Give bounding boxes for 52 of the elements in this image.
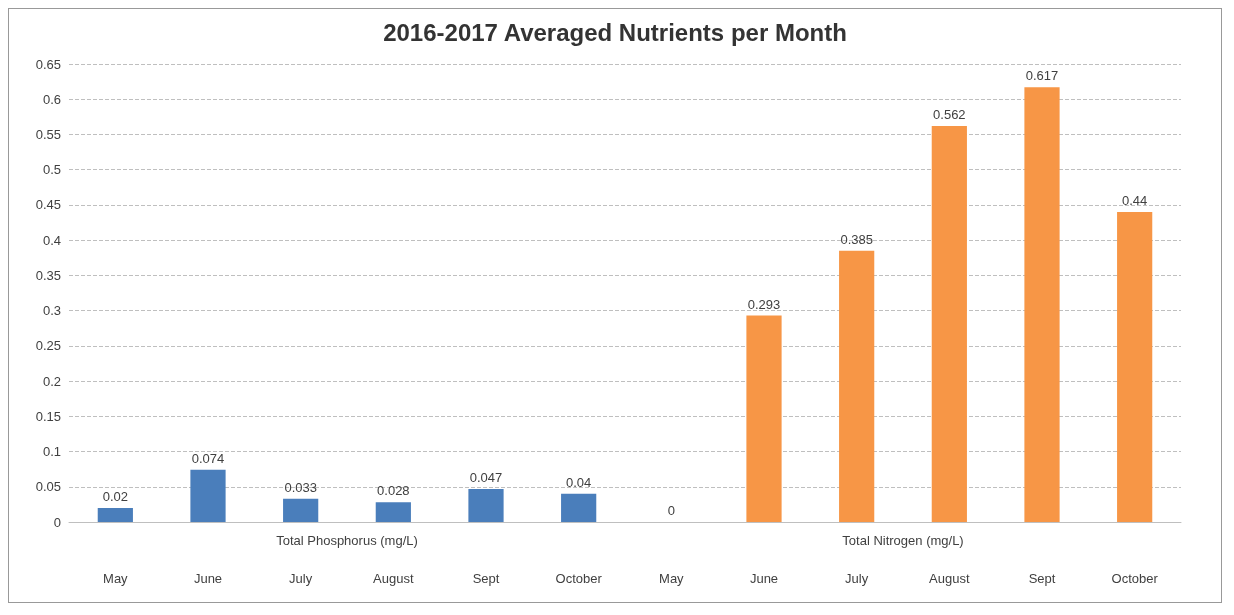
bar [1117,211,1153,522]
y-tick-label: 0.15 [35,408,61,424]
x-tick-label: October [1111,571,1159,586]
data-label: 0.04 [566,474,592,490]
bar [283,498,319,522]
y-tick-label: 0.2 [42,373,61,389]
x-tick-label: August [929,571,970,586]
y-tick-label: 0.25 [35,338,61,354]
bar [375,502,411,522]
data-label: 0.617 [1025,68,1059,84]
bar [746,315,782,522]
series-label: Total Phosphorus (mg/L) [276,533,418,548]
y-tick-label: 0.35 [35,267,61,283]
data-label: 0.074 [191,450,225,466]
chart-title: 2016-2017 Averaged Nutrients per Month [383,18,847,46]
x-tick-label: October [555,571,603,586]
data-label: 0.028 [377,483,410,499]
x-tick-label: Sept [1028,571,1056,586]
data-label: 0.02 [102,488,128,504]
y-tick-label: 0.3 [42,303,61,319]
x-tick-label: Sept [472,571,500,586]
x-tick-label: August [373,571,414,586]
bar [468,488,504,522]
y-tick-label: 0.6 [42,91,61,107]
bar [561,493,597,522]
data-label: 0.293 [747,296,781,312]
y-tick-label: 0.1 [42,444,61,460]
x-tick-label: May [103,571,129,586]
bar [931,126,967,522]
data-label: 0.44 [1122,192,1148,208]
y-tick-label: 0.55 [35,126,61,142]
data-label: 0.033 [284,479,317,495]
y-tick-label: 0.65 [35,56,61,72]
series-label: Total Nitrogen (mg/L) [842,533,964,548]
data-label: 0.385 [840,231,873,247]
y-tick-label: 0.4 [42,232,61,248]
data-label: 0.047 [469,469,503,485]
x-tick-label: July [289,571,313,586]
bar [1024,87,1060,522]
x-tick-label: June [749,571,779,586]
bar [190,469,226,522]
x-tick-label: July [845,571,869,586]
y-tick-label: 0.05 [35,479,61,495]
data-label: 0.562 [933,107,966,123]
x-tick-label: June [193,571,223,586]
data-label: 0 [667,503,675,518]
y-tick-label: 0.5 [42,162,61,178]
y-tick-label: 0.45 [35,197,61,213]
x-tick-label: May [659,571,685,586]
y-tick-label: 0 [53,514,61,530]
bar [839,250,875,522]
bar [97,507,133,522]
